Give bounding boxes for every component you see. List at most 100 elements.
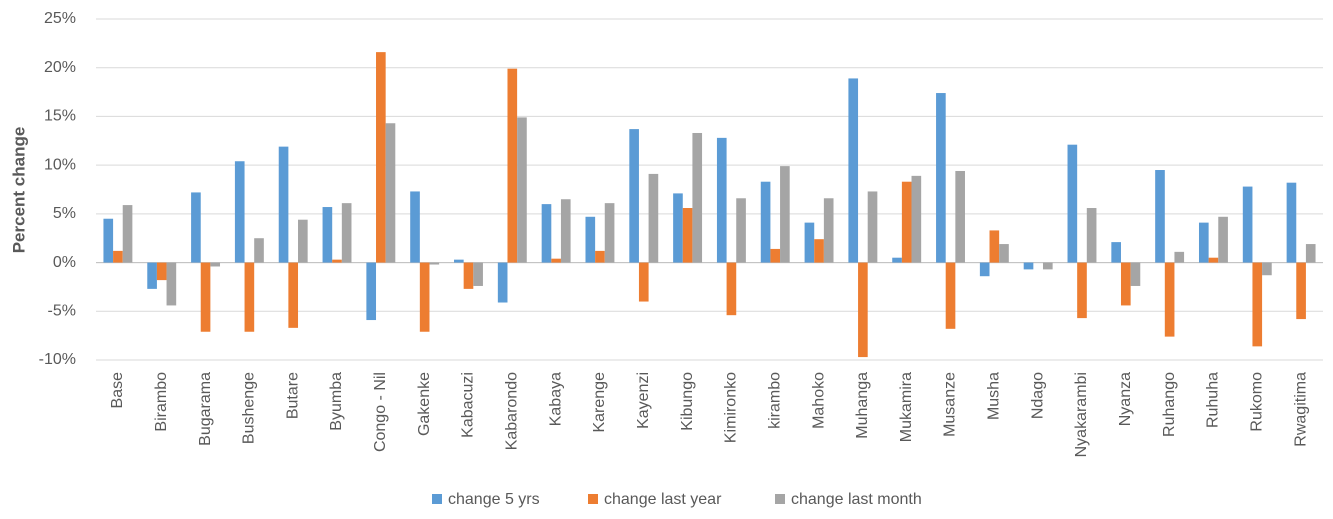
bar <box>122 205 133 263</box>
x-tick-label: Ndago <box>1029 372 1046 419</box>
bar <box>429 262 440 265</box>
bar <box>911 175 922 263</box>
y-tick-label: 25% <box>44 10 76 27</box>
bar <box>1111 242 1121 263</box>
x-tick-label: Mukamira <box>898 372 915 442</box>
bar <box>234 161 245 263</box>
bar <box>341 203 352 263</box>
bar <box>551 258 561 263</box>
bar <box>1242 186 1253 263</box>
x-tick-label: Kabacuzi <box>460 372 477 438</box>
bar <box>1296 262 1306 320</box>
bar <box>585 216 596 263</box>
bar <box>1130 262 1141 286</box>
x-tick-label: Mahoko <box>810 372 827 429</box>
bar <box>244 262 255 332</box>
bar <box>166 262 177 306</box>
bar <box>1174 251 1185 263</box>
y-tick-label: 20% <box>44 59 76 76</box>
bar <box>989 230 1000 263</box>
bar <box>113 250 123 263</box>
bar <box>376 52 386 263</box>
x-tick-label: Bugarama <box>197 372 214 446</box>
y-tick-label: -5% <box>48 303 76 320</box>
x-tick-label: Nyakarambi <box>1073 372 1090 457</box>
y-tick-label: -10% <box>39 351 76 368</box>
legend-swatch <box>775 494 785 504</box>
x-tick-label: Musha <box>986 372 1003 420</box>
bar <box>103 218 114 263</box>
bar <box>648 173 659 263</box>
bar <box>595 250 605 263</box>
bar <box>726 262 737 316</box>
bar <box>716 137 727 263</box>
bar <box>332 259 342 263</box>
bar <box>858 262 868 358</box>
bar <box>1198 222 1209 263</box>
bar <box>473 262 483 286</box>
bar <box>1042 262 1053 270</box>
y-axis-title: Percent change <box>9 127 28 254</box>
bar <box>200 262 211 332</box>
y-tick-label: 0% <box>53 254 76 271</box>
y-tick-label: 15% <box>44 108 76 125</box>
bar <box>1218 216 1228 263</box>
y-tick-label: 10% <box>44 156 76 173</box>
y-tick-label: 5% <box>53 205 76 222</box>
bar <box>147 262 157 289</box>
bar <box>892 257 902 263</box>
bar <box>848 78 859 263</box>
bar <box>1164 262 1175 337</box>
x-tick-label: Nyanza <box>1117 372 1134 426</box>
bar <box>936 93 946 263</box>
bar <box>541 204 552 263</box>
bar <box>517 117 527 263</box>
bar <box>814 239 824 263</box>
x-tick-label: Base <box>109 372 126 409</box>
x-tick-label: kirambo <box>766 372 783 429</box>
bar <box>955 170 965 263</box>
bar <box>945 262 956 329</box>
x-tick-label: Gakenke <box>416 372 433 436</box>
bar <box>1305 244 1316 263</box>
x-tick-label: Ruhuha <box>1205 372 1222 428</box>
x-tick-label: Kayenzi <box>635 372 652 429</box>
bar <box>410 191 420 263</box>
bar <box>780 166 790 263</box>
bar <box>507 68 518 263</box>
x-tick-label: Kabarondo <box>504 372 521 450</box>
x-tick-label: Karenge <box>591 372 608 433</box>
x-tick-label: Muhanga <box>854 372 871 439</box>
bar <box>770 248 781 263</box>
bar <box>1023 262 1034 270</box>
bar <box>560 199 571 263</box>
bar <box>1086 208 1097 263</box>
bar <box>901 181 912 263</box>
bar <box>463 262 474 289</box>
bar <box>1155 170 1165 263</box>
bar <box>867 191 878 263</box>
bar <box>804 222 815 263</box>
x-tick-label: Kimironko <box>723 372 740 443</box>
bar <box>638 262 649 302</box>
bar <box>1067 144 1078 263</box>
bar <box>999 244 1009 263</box>
x-tick-label: Rwagitima <box>1292 372 1309 447</box>
x-tick-label: Musanze <box>942 372 959 437</box>
x-tick-label: Kabaya <box>547 372 564 426</box>
x-tick-label: Bushenge <box>241 372 258 444</box>
x-tick-label: Birambo <box>153 372 170 432</box>
legend-label: change last month <box>791 491 922 508</box>
bar <box>191 192 201 263</box>
legend-swatch <box>432 494 442 504</box>
bar <box>1120 262 1131 306</box>
bar <box>1208 257 1219 263</box>
x-tick-label: Kibungo <box>679 372 696 431</box>
bar <box>1077 262 1087 319</box>
bar <box>366 262 377 321</box>
bar <box>322 207 333 263</box>
x-tick-label: Butare <box>284 372 301 419</box>
bar <box>673 193 683 263</box>
bar <box>385 123 396 263</box>
